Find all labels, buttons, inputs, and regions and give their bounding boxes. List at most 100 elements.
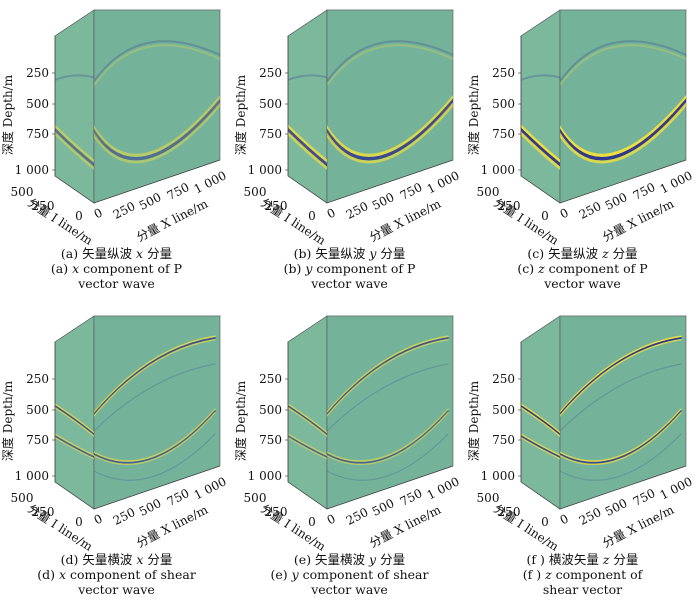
wavefront-peak	[288, 433, 327, 458]
depth-tick-label: 750	[492, 127, 515, 141]
wavefront-faint	[560, 44, 686, 85]
wavefront-peak	[94, 411, 216, 466]
cube-edges	[520, 36, 687, 204]
wavefront-peak	[560, 411, 682, 466]
depth-tick-label: 250	[259, 66, 282, 80]
wavefront-peak	[288, 126, 327, 173]
inline-wavefield	[55, 74, 94, 173]
wavefront-peak	[94, 338, 216, 417]
xline-tick-label: 1 000	[425, 168, 462, 196]
inline-wavefield	[521, 403, 560, 461]
xline-tick-label: 750	[165, 180, 192, 203]
caption-english-line2: vector wave	[78, 276, 155, 291]
wavefront-trough	[55, 123, 94, 170]
xline-tick-label: 0	[92, 511, 105, 527]
wavefront-trough	[327, 93, 453, 161]
inline-axis-label: 分量 I line/m	[258, 196, 328, 249]
cube-xline-face	[326, 9, 454, 204]
cube-edges	[287, 36, 454, 204]
wavefront-trough	[327, 410, 449, 464]
wavefront-trough	[521, 123, 560, 170]
caption-chinese: (b) 矢量纵波 y 分量	[293, 246, 406, 261]
xline-tick-label: 1 000	[192, 168, 229, 196]
depth-axis-label: 深度 Depth/m	[0, 74, 15, 155]
wavefront-trough	[560, 410, 682, 464]
caption-english-line1: (a) x component of P	[50, 261, 183, 276]
xline-tick-label: 0	[558, 205, 571, 221]
xline-tick-label: 750	[398, 180, 425, 203]
inline-wavefield	[288, 403, 327, 461]
caption-english-line2: vector wave	[311, 276, 388, 291]
panel-e: 250 500 750 1 000 深度 Depth/m 500 250 0 分量 I line…	[233, 306, 466, 612]
xline-tick-label: 0	[325, 205, 338, 221]
wavefront-peak	[55, 436, 94, 461]
wavefront-peak	[327, 338, 449, 417]
inline-tick-label: 250	[32, 199, 55, 213]
cube-edges	[287, 342, 454, 510]
wavefront-peak	[327, 411, 449, 466]
inline-tick-label: 500	[11, 185, 34, 199]
wavefront-peak	[55, 120, 94, 167]
caption-chinese: (a) 矢量纵波 x 分量	[60, 246, 173, 261]
wavefront-peak	[560, 408, 682, 462]
wavefront-faint	[94, 40, 220, 81]
xline-tick-label: 500	[603, 496, 630, 519]
wavefront-trough	[55, 435, 94, 459]
cube-inline-face	[54, 9, 95, 204]
caption-chinese: (f ) 横波矢量 z 分量	[526, 552, 639, 567]
wavefront-faint	[327, 44, 453, 85]
xline-tick-label: 750	[631, 486, 658, 509]
wavefront-peak	[327, 408, 449, 462]
inline-tick-label: 250	[265, 199, 288, 213]
inline-tick-label: 250	[265, 505, 288, 519]
caption-chinese: (c) 矢量纵波 z 分量	[527, 246, 638, 261]
depth-tick-label: 500	[492, 97, 515, 111]
xline-wavefield	[327, 335, 449, 481]
inline-wavefield	[288, 74, 327, 173]
wavefront-peak	[288, 403, 327, 436]
depth-tick-label: 750	[26, 127, 49, 141]
wavefront-peak	[560, 335, 682, 414]
inline-axis-label: 分量 I line/m	[25, 502, 95, 555]
wavefront-faint	[327, 433, 449, 481]
depth-axis-label: 深度 Depth/m	[233, 74, 248, 155]
xline-wavefield	[560, 40, 686, 164]
wavefront-peak	[327, 96, 453, 164]
cube-inline-face	[520, 315, 561, 510]
wavefront-faint	[55, 74, 94, 81]
wavefront-trough	[521, 405, 560, 437]
depth-tick-label: 500	[492, 403, 515, 417]
cube-xline-face	[559, 315, 687, 510]
wavefront-faint	[94, 363, 216, 432]
depth-axis-label: 深度 Depth/m	[466, 74, 481, 155]
inline-axis-label: 分量 I line/m	[258, 502, 328, 555]
caption-english-line1: (c) z component of P	[517, 261, 648, 276]
wavefront-trough	[560, 93, 686, 161]
wavefront-peak	[521, 403, 560, 436]
caption-english-line1: (f ) z component of	[522, 567, 643, 582]
inline-tick-label: 250	[32, 505, 55, 519]
cube-edges	[54, 342, 221, 510]
depth-tick-label: 1 000	[15, 469, 49, 483]
depth-tick-label: 250	[492, 372, 515, 386]
cube-xline-face	[93, 9, 221, 204]
inline-tick-label: 0	[308, 209, 316, 223]
wavefront-faint	[521, 74, 560, 81]
inline-tick-label: 0	[541, 209, 549, 223]
inline-tick-label: 500	[244, 491, 267, 505]
wavefront-faint	[327, 363, 449, 432]
caption-english-line1: (d) x component of shear	[37, 567, 196, 582]
caption-english-line1: (e) y component of shear	[270, 567, 429, 582]
depth-tick-label: 1 000	[481, 469, 515, 483]
xline-tick-label: 250	[577, 199, 604, 222]
wavefront-peak	[55, 433, 94, 458]
wavefront-trough	[327, 337, 449, 415]
xline-tick-label: 250	[111, 505, 138, 528]
caption-english-line2: vector wave	[78, 582, 155, 597]
inline-wavefield	[521, 74, 560, 173]
depth-tick-label: 500	[26, 403, 49, 417]
depth-tick-label: 500	[259, 97, 282, 111]
depth-tick-label: 500	[26, 97, 49, 111]
